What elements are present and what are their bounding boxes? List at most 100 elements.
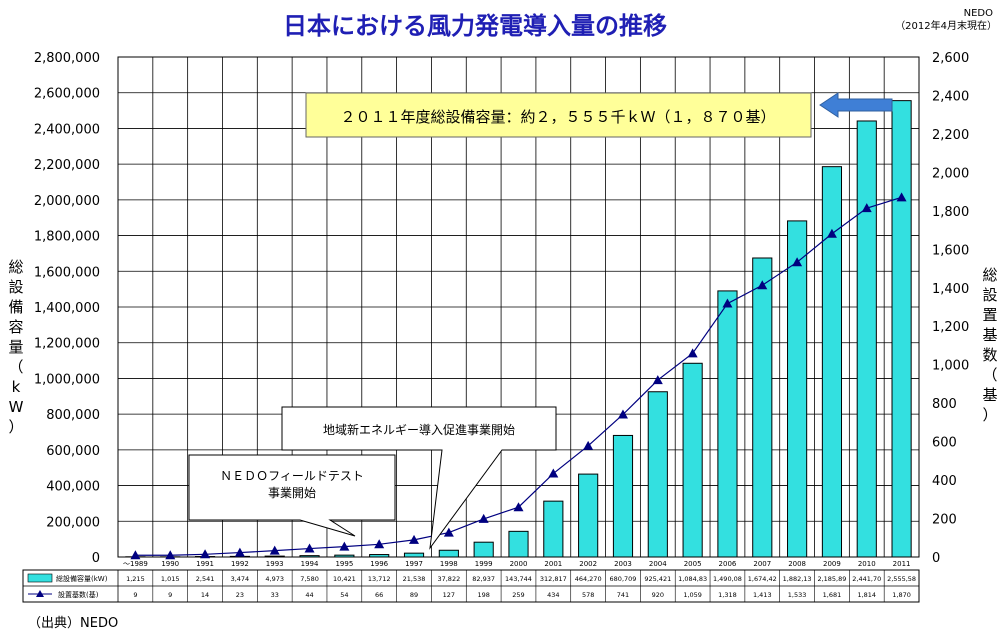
x-tick-label: 2006 <box>719 560 737 568</box>
table-cell-capacity: 4,973 <box>265 575 284 583</box>
line-point <box>478 513 489 523</box>
table-cell-count: 1,870 <box>892 591 911 599</box>
line-point <box>687 348 698 358</box>
bar <box>787 220 808 558</box>
right-tick-label: 1,000 <box>932 359 969 374</box>
line-point <box>861 203 872 213</box>
table-cell-capacity: 3,474 <box>231 575 250 583</box>
line-point <box>722 298 733 308</box>
legend-line-marker <box>36 590 44 597</box>
x-tick-label: 2011 <box>893 560 911 568</box>
table-cell-count: 434 <box>547 591 559 599</box>
x-tick-label: 2003 <box>614 560 632 568</box>
left-tick-label: 1,200,000 <box>34 337 100 352</box>
bar <box>856 120 877 558</box>
table-cell-capacity: 1,015 <box>161 575 180 583</box>
table-cell-capacity: 13,712 <box>368 575 391 583</box>
x-tick-label: 1993 <box>266 560 284 568</box>
legend-bar-label: 総設備容量(kW) <box>56 574 108 583</box>
line-point <box>304 543 315 553</box>
table-cell-count: 89 <box>410 591 418 599</box>
x-tick-label: ～1989 <box>123 560 148 568</box>
table-cell-capacity: 680,709 <box>610 575 637 583</box>
callout-box-1 <box>188 454 396 537</box>
bar <box>369 554 390 558</box>
bar <box>438 549 459 558</box>
right-axis-label-text: 総設置基数（基） <box>982 266 997 424</box>
x-tick-label: 2001 <box>544 560 562 568</box>
line-point <box>269 545 280 555</box>
x-tick-label: 2002 <box>579 560 597 568</box>
table-cell-count: 1,814 <box>857 591 876 599</box>
table-cell-capacity: 1,215 <box>126 575 145 583</box>
legend-bar-key <box>27 573 53 583</box>
table-cell-count: 741 <box>617 591 629 599</box>
data-table: 総設備容量(kW) 設置基数(基) 1,215 1,015 2,541 3,474 4,97… <box>22 569 920 603</box>
table-cell-count: 578 <box>582 591 594 599</box>
table-cell-count: 127 <box>443 591 455 599</box>
bar <box>578 473 599 558</box>
table-cell-count: 33 <box>271 591 279 599</box>
table-cell-count: 259 <box>512 591 524 599</box>
table-cell-capacity: 2,555,58 <box>887 575 916 583</box>
left-axis-label: 総設備容量（ k W） <box>8 258 23 436</box>
callout-box-2 <box>281 406 557 550</box>
left-tick-label: 2,000,000 <box>34 194 100 209</box>
x-tick-label: 2009 <box>823 560 841 568</box>
right-tick-label: 0 <box>932 551 940 566</box>
table-cell-count: 23 <box>236 591 244 599</box>
line-point <box>130 550 141 560</box>
table-cell-count: 44 <box>305 591 313 599</box>
table-cell-capacity: 7,580 <box>300 575 319 583</box>
left-axis-label-text: 総設備容量（ k W） <box>8 258 23 436</box>
line-point <box>792 257 803 267</box>
left-tick-label: 1,000,000 <box>34 372 100 387</box>
line-point <box>165 550 176 560</box>
left-tick-label: 1,600,000 <box>34 265 100 280</box>
x-tick-label: 2010 <box>858 560 876 568</box>
table-cell-capacity: 2,541 <box>196 575 215 583</box>
bar <box>299 555 320 558</box>
left-tick-label: 2,200,000 <box>34 158 100 173</box>
left-tick-label: 2,600,000 <box>34 87 100 102</box>
table-cell-count: 9 <box>133 591 137 599</box>
x-tick-label: 2005 <box>684 560 702 568</box>
line-series <box>130 192 907 560</box>
bar <box>508 530 529 558</box>
table-cell-capacity: 2,441,70 <box>852 575 881 583</box>
right-tick-label: 600 <box>932 436 957 451</box>
line-point <box>234 547 245 557</box>
x-tick-label: 1998 <box>440 560 458 568</box>
bar <box>682 362 703 558</box>
right-tick-label: 200 <box>932 513 957 528</box>
table-cell-count: 1,681 <box>823 591 842 599</box>
bar <box>543 500 564 558</box>
bar <box>717 290 738 558</box>
x-tick-label: 1997 <box>405 560 423 568</box>
bar-series <box>125 100 912 558</box>
table-cell-count: 14 <box>201 591 209 599</box>
x-tick-label: 1994 <box>301 560 319 568</box>
line-point <box>513 502 524 512</box>
table-cell-capacity: 82,937 <box>472 575 495 583</box>
table-cell-count: 9 <box>168 591 172 599</box>
left-tick-label: 600,000 <box>46 444 100 459</box>
line-point <box>896 192 907 202</box>
x-tick-label: 1995 <box>335 560 353 568</box>
left-tick-label: 2,400,000 <box>34 122 100 137</box>
table-cell-count: 1,318 <box>718 591 737 599</box>
table-cell-count: 920 <box>652 591 664 599</box>
table-cell-capacity: 1,882,13 <box>783 575 812 583</box>
right-tick-label: 2,200 <box>932 128 969 143</box>
line-point <box>826 228 837 238</box>
line-point <box>583 440 594 450</box>
right-tick-label: 2,600 <box>932 51 969 66</box>
x-tick-label: 2007 <box>753 560 771 568</box>
table-cell-capacity: 1,490,08 <box>713 575 742 583</box>
annotations: ２０１１年度総設備容量：約２，５５５千ｋＷ（１，８７０基） ＮＥＤＯフィールドテス… <box>188 92 893 550</box>
left-tick-label: 0 <box>92 551 100 566</box>
table-cell-count: 1,413 <box>753 591 772 599</box>
line-point <box>548 468 559 478</box>
line-point <box>443 527 454 537</box>
